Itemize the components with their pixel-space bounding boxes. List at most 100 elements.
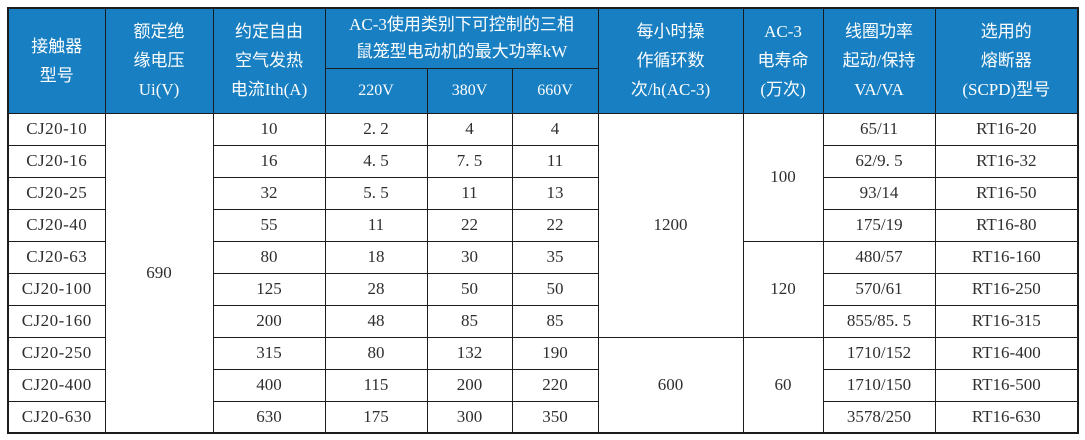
cell-380v: 85 [426,304,513,338]
cell-380v: 22 [426,208,513,242]
cell-380v: 200 [426,368,513,402]
cell-660v: 22 [511,208,599,242]
table-row: CJ20-40 55 11 22 22 175/19 RT16-80 [7,208,1079,242]
cell-ith: 80 [212,240,326,274]
header-fuse-model: 选用的 熔断器 (SCPD)型号 [934,7,1079,114]
cell-model: CJ20-16 [7,144,106,178]
cell-coil: 570/61 [822,272,936,306]
cell-life-merged: 100 [742,112,824,242]
cell-fuse: RT16-400 [934,336,1079,370]
cell-660v: 220 [511,368,599,402]
cell-model: CJ20-100 [7,272,106,306]
cell-model: CJ20-10 [7,112,106,146]
cell-ith: 630 [212,400,326,434]
cell-660v: 35 [511,240,599,274]
cell-220v: 175 [324,400,428,434]
cell-fuse: RT16-315 [934,304,1079,338]
cell-660v: 50 [511,272,599,306]
cell-220v: 48 [324,304,428,338]
cell-fuse: RT16-630 [934,400,1079,434]
cell-model: CJ20-25 [7,176,106,210]
table-row: CJ20-63 80 18 30 35 120 480/57 RT16-160 [7,240,1079,338]
cell-660v: 11 [511,144,599,178]
header-cycles-per-hour: 每小时操 作循环数 次/h(AC-3) [597,7,744,114]
header-ac3-max-power: AC-3使用类别下可控制的三相 鼠笼型电动机的最大功率kW [324,7,599,69]
cell-fuse: RT16-32 [934,144,1079,178]
cell-ui-merged: 690 [104,112,214,434]
cell-660v: 85 [511,304,599,338]
table-row: CJ20-10 690 10 2. 2 4 4 1200 100 65/11 R… [7,112,1079,434]
cell-ith: 200 [212,304,326,338]
cell-220v: 115 [324,368,428,402]
cell-ith: 125 [212,272,326,306]
cell-380v: 30 [426,240,513,274]
cell-ith: 55 [212,208,326,242]
header-coil-power: 线圈功率 起动/保持 VA/VA [822,7,936,114]
table-body: CJ20-10 690 10 2. 2 4 4 1200 100 65/11 R… [7,112,1079,434]
table-row: CJ20-630 630 175 300 350 3578/250 RT16-6… [7,400,1079,434]
cell-380v: 4 [426,112,513,146]
cell-220v: 4. 5 [324,144,428,178]
cell-fuse: RT16-250 [934,272,1079,306]
cell-coil: 1710/152 [822,336,936,370]
cell-model: CJ20-630 [7,400,106,434]
table-row: CJ20-16 16 4. 5 7. 5 11 62/9. 5 RT16-32 [7,144,1079,178]
cell-ith: 16 [212,144,326,178]
table-row: CJ20-250 315 80 132 190 600 60 1710/152 … [7,336,1079,434]
cell-coil: 3578/250 [822,400,936,434]
cell-life-merged: 120 [742,240,824,338]
cell-life-merged: 60 [742,336,824,434]
cell-ith: 10 [212,112,326,146]
cell-coil: 93/14 [822,176,936,210]
cell-cycles-merged: 600 [597,336,744,434]
cell-220v: 80 [324,336,428,370]
table-row: CJ20-400 400 115 200 220 1710/150 RT16-5… [7,368,1079,402]
cell-model: CJ20-40 [7,208,106,242]
cell-fuse: RT16-20 [934,112,1079,146]
header-electrical-life: AC-3 电寿命 (万次) [742,7,824,114]
cell-coil: 175/19 [822,208,936,242]
cell-380v: 7. 5 [426,144,513,178]
cell-fuse: RT16-500 [934,368,1079,402]
cell-coil: 62/9. 5 [822,144,936,178]
cell-coil: 1710/150 [822,368,936,402]
cell-220v: 18 [324,240,428,274]
cell-660v: 13 [511,176,599,210]
cell-model: CJ20-160 [7,304,106,338]
cell-380v: 11 [426,176,513,210]
cell-380v: 300 [426,400,513,434]
cell-model: CJ20-400 [7,368,106,402]
cell-660v: 4 [511,112,599,146]
cell-220v: 11 [324,208,428,242]
cell-coil: 65/11 [822,112,936,146]
cell-220v: 2. 2 [324,112,428,146]
cell-220v: 28 [324,272,428,306]
cell-ith: 32 [212,176,326,210]
cell-660v: 190 [511,336,599,370]
cell-model: CJ20-250 [7,336,106,370]
cell-ith: 315 [212,336,326,370]
cell-380v: 132 [426,336,513,370]
contactor-spec-table: 接触器 型号 额定绝 缘电压 Ui(V) 约定自由 空气发热 电流Ith(A) … [7,7,1080,434]
header-thermal-current: 约定自由 空气发热 电流Ith(A) [212,7,326,114]
cell-coil: 855/85. 5 [822,304,936,338]
cell-fuse: RT16-160 [934,240,1079,274]
cell-380v: 50 [426,272,513,306]
header-model: 接触器 型号 [7,7,106,114]
header-220v: 220V [324,67,428,114]
cell-model: CJ20-63 [7,240,106,274]
table-row: CJ20-100 125 28 50 50 570/61 RT16-250 [7,272,1079,306]
cell-cycles-merged: 1200 [597,112,744,338]
cell-220v: 5. 5 [324,176,428,210]
cell-fuse: RT16-50 [934,176,1079,210]
header-660v: 660V [511,67,599,114]
header-insulation-voltage: 额定绝 缘电压 Ui(V) [104,7,214,114]
cell-ith: 400 [212,368,326,402]
cell-fuse: RT16-80 [934,208,1079,242]
header-380v: 380V [426,67,513,114]
table-header: 接触器 型号 额定绝 缘电压 Ui(V) 约定自由 空气发热 电流Ith(A) … [7,7,1079,114]
cell-coil: 480/57 [822,240,936,274]
table-row: CJ20-25 32 5. 5 11 13 93/14 RT16-50 [7,176,1079,210]
cell-660v: 350 [511,400,599,434]
